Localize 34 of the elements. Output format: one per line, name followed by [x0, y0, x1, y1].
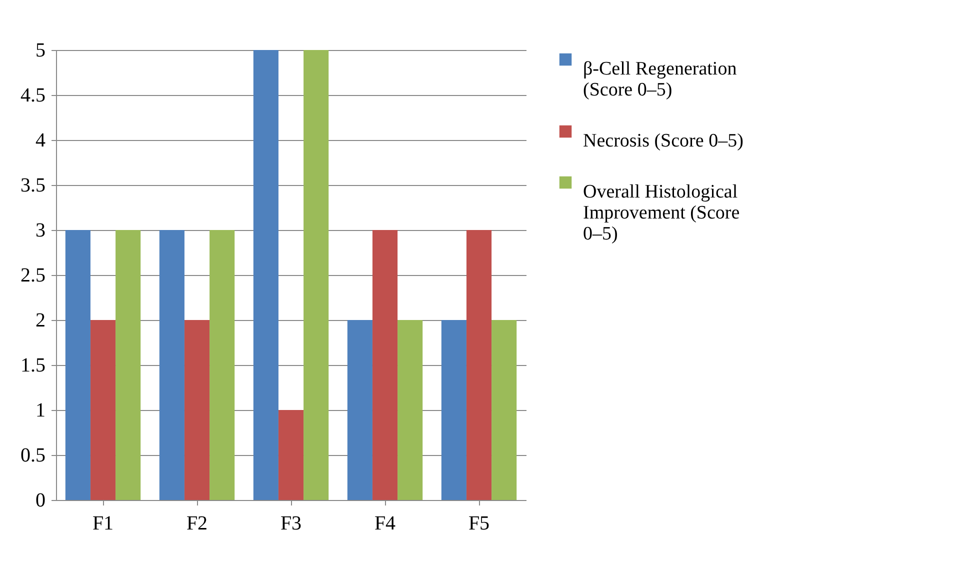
bar [90, 320, 116, 500]
y-tick-label: 0.5 [20, 444, 46, 466]
y-tick-label: 1.5 [20, 354, 46, 376]
bar [278, 410, 304, 500]
bar [253, 50, 278, 500]
bar [304, 50, 329, 500]
x-tick-label: F4 [374, 512, 396, 534]
bar [65, 230, 90, 500]
bar [210, 230, 235, 500]
x-tick-label: F5 [468, 512, 490, 534]
bar [116, 230, 141, 500]
x-tick-label: F2 [186, 512, 208, 534]
legend-label: Overall Histological Improvement (Score 0–5) [583, 182, 740, 244]
bar [492, 320, 517, 500]
bar [398, 320, 423, 500]
y-tick-label: 4 [36, 130, 46, 152]
y-tick-label: 3 [36, 220, 46, 242]
legend-label: Necrosis (Score 0–5) [583, 130, 744, 152]
bar [184, 320, 210, 500]
y-tick-label: 2 [36, 310, 46, 332]
bar [441, 320, 466, 500]
bar [466, 230, 492, 500]
y-tick-label: 2.5 [20, 264, 46, 286]
y-tick-label: 1 [36, 400, 46, 422]
x-tick-label: F3 [280, 512, 302, 534]
y-tick-label: 0 [36, 490, 46, 512]
legend-label: β-Cell Regeneration (Score 0–5) [583, 58, 738, 100]
x-tick-label: F1 [92, 512, 114, 534]
bar [347, 320, 372, 500]
y-tick-label: 3.5 [20, 174, 46, 196]
bar [372, 230, 398, 500]
y-tick-label: 4.5 [20, 84, 46, 106]
y-tick-label: 5 [36, 40, 46, 62]
bar [159, 230, 184, 500]
